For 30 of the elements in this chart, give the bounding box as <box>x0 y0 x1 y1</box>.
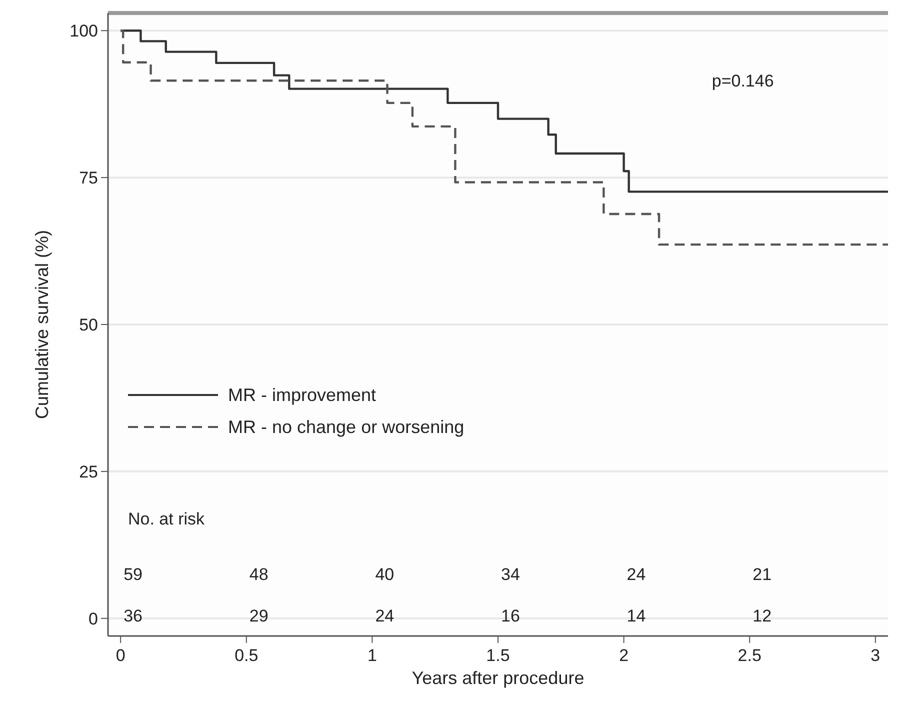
annotation: 24 <box>626 565 646 584</box>
annotation: No. at risk <box>128 509 206 528</box>
annotation: 12 <box>752 606 772 626</box>
x-tick-label: 0 <box>116 646 126 665</box>
annotation: 14 <box>626 606 646 626</box>
annotation: 16 <box>501 606 520 626</box>
annotation: 34 <box>501 565 520 584</box>
annotation: 24 <box>375 606 394 626</box>
annotation: 21 <box>752 565 772 584</box>
x-tick-label: 3 <box>870 646 880 665</box>
y-tick-label: 25 <box>79 462 98 482</box>
x-tick-label: 2 <box>619 646 629 665</box>
x-tick-label: 2.5 <box>738 646 762 665</box>
y-axis-title: Cumulative survival (%) <box>32 230 52 420</box>
y-tick-label: 0 <box>88 609 98 628</box>
y-tick-label: 100 <box>70 22 98 41</box>
x-tick-label: 0.5 <box>234 646 258 665</box>
annotation: 59 <box>124 565 143 584</box>
x-tick-label: 1 <box>367 646 377 665</box>
annotation: 29 <box>249 606 268 626</box>
legend-label: MR - improvement <box>228 385 376 406</box>
y-tick-label: 75 <box>79 168 98 188</box>
annotation: 48 <box>249 565 268 584</box>
legend-label: MR - no change or worsening <box>228 417 464 438</box>
x-axis-title: Years after procedure <box>412 668 584 688</box>
x-tick-label: 1.5 <box>486 646 510 665</box>
annotation: 40 <box>375 565 394 584</box>
annotation: p=0.146 <box>712 71 774 90</box>
y-tick-label: 50 <box>79 316 98 334</box>
annotation: 36 <box>124 606 143 626</box>
